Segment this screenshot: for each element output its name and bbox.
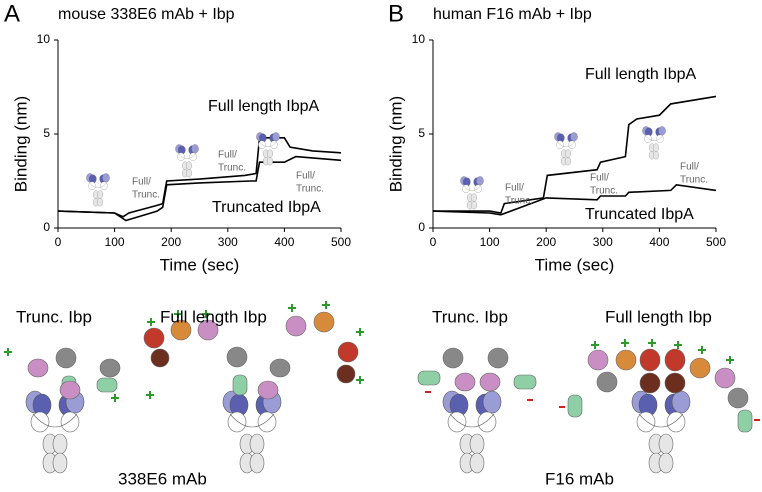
panel-letter: A [4, 0, 20, 27]
x-tick-label: 200 [536, 235, 556, 249]
antibody-icon [86, 173, 110, 207]
annotation: Full/ [218, 150, 237, 161]
x-tick-label: 0 [55, 235, 62, 249]
antibody [25, 390, 85, 474]
antibody-icon [554, 132, 578, 166]
annotation: Full/ [132, 177, 151, 188]
line-series [57, 137, 342, 218]
antibody [222, 390, 282, 474]
diagram-label: F16 mAb [545, 469, 614, 488]
y-tick-label: 0 [43, 220, 50, 234]
line-series [57, 155, 342, 222]
y-tick-label: 0 [418, 220, 425, 234]
x-tick-label: 200 [161, 235, 181, 249]
x-tick-label: 500 [331, 235, 351, 249]
y-axis-label: Binding (nm) [11, 96, 30, 192]
x-tick-label: 0 [430, 235, 437, 249]
x-tick-label: 100 [105, 235, 125, 249]
x-axis-label: Time (sec) [535, 255, 615, 274]
chart-title: mouse 338E6 mAb + Ibp [58, 6, 235, 23]
chart-title: human F16 mAb + Ibp [433, 6, 592, 23]
y-tick-label: 5 [418, 126, 425, 140]
diagram-label: 338E6 mAb [118, 469, 207, 488]
line-series [433, 95, 717, 214]
antibody [631, 390, 691, 474]
annotation: Trunc. [218, 163, 246, 174]
x-tick-label: 300 [593, 235, 613, 249]
x-tick-label: 400 [649, 235, 669, 249]
annotation: Trunc. [505, 196, 533, 207]
annotation: Full/ [505, 183, 524, 194]
annotation: Trunc. [590, 186, 618, 197]
series-label: Full length IbpA [585, 66, 697, 83]
line-series [432, 183, 717, 216]
diagram-label: Trunc. Ibp [16, 307, 92, 326]
diagram-label: Full length Ibp [160, 307, 267, 326]
antibody-icon [460, 176, 484, 210]
diagram-label: Full length Ibp [605, 307, 712, 326]
series-label: Truncated IbpA [585, 206, 694, 223]
annotation: Full/ [680, 162, 699, 173]
x-tick-label: 300 [218, 235, 238, 249]
x-tick-label: 400 [274, 235, 294, 249]
annotation: Trunc. [296, 184, 324, 195]
annotation: Trunc. [132, 190, 160, 201]
antibody [442, 390, 502, 474]
y-tick-label: 5 [43, 126, 50, 140]
y-tick-label: 10 [37, 32, 51, 46]
diagram-left [3, 300, 365, 474]
antibody-icon [642, 126, 666, 160]
diagram-right [417, 338, 761, 474]
antibody-icon [175, 144, 199, 178]
y-tick-label: 10 [412, 32, 426, 46]
diagram-label: Trunc. Ibp [432, 307, 508, 326]
x-axis-label: Time (sec) [160, 255, 240, 274]
series-label: Full length IbpA [208, 98, 320, 115]
panel-letter: B [388, 0, 404, 27]
annotation: Full/ [296, 171, 315, 182]
x-tick-label: 500 [706, 235, 726, 249]
y-axis-label: Binding (nm) [386, 96, 405, 192]
annotation: Trunc. [680, 175, 708, 186]
annotation: Full/ [590, 173, 609, 184]
x-tick-label: 100 [480, 235, 500, 249]
series-label: Truncated IbpA [212, 199, 321, 216]
